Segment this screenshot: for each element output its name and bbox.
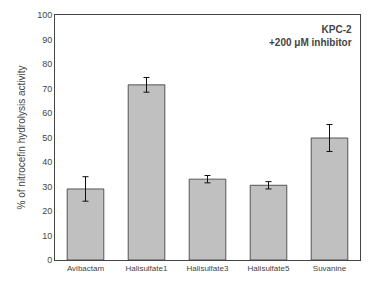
- svg-text:30: 30: [42, 182, 52, 192]
- svg-text:80: 80: [42, 59, 52, 69]
- svg-text:KPC-2+200 μM inhibitor: KPC-2+200 μM inhibitor: [269, 24, 352, 48]
- svg-text:Halisulfate5: Halisulfate5: [248, 264, 290, 273]
- svg-text:40: 40: [42, 157, 52, 167]
- svg-text:0: 0: [47, 255, 52, 265]
- svg-text:10: 10: [42, 231, 52, 241]
- svg-text:Halisulfate3: Halisulfate3: [187, 264, 229, 273]
- svg-text:Halisulfate1: Halisulfate1: [126, 264, 168, 273]
- svg-text:60: 60: [42, 108, 52, 118]
- svg-text:70: 70: [42, 84, 52, 94]
- svg-text:90: 90: [42, 35, 52, 45]
- svg-text:% of nitrocefin hydrolysis act: % of nitrocefin hydrolysis activity: [16, 66, 27, 210]
- svg-text:100: 100: [37, 10, 52, 20]
- svg-text:50: 50: [42, 133, 52, 143]
- svg-text:Suvanine: Suvanine: [313, 264, 347, 273]
- svg-text:20: 20: [42, 206, 52, 216]
- svg-text:Avibactam: Avibactam: [67, 264, 105, 273]
